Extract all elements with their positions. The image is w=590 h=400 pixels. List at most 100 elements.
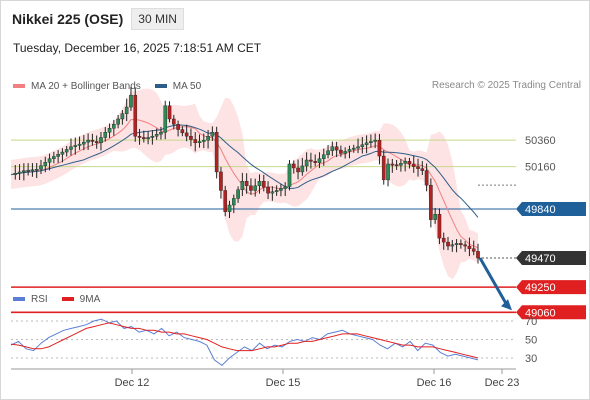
- candle-body: [454, 243, 459, 245]
- ma20-line: [10, 118, 479, 249]
- candle-body: [317, 158, 322, 163]
- candle-body: [34, 169, 39, 171]
- candle-body: [309, 159, 313, 162]
- candle-body: [129, 94, 133, 108]
- legend-item-9ma: 9MA: [61, 293, 101, 305]
- x-tick-label-1: Dec 15: [266, 377, 301, 389]
- candle-body: [394, 164, 399, 167]
- candle-body: [399, 163, 403, 166]
- bollinger-band: [11, 88, 478, 280]
- candle-body: [146, 137, 150, 140]
- candle-body: [364, 142, 369, 145]
- level-label-50360: 50360: [525, 135, 556, 147]
- candle-body: [236, 189, 240, 199]
- candle-body: [116, 118, 120, 125]
- research-credit: Research © 2025 Trading Central: [431, 80, 581, 91]
- candle-body: [107, 128, 112, 133]
- candle-body: [304, 159, 309, 167]
- legend-label-ma20: MA 20 + Bollinger Bands: [31, 80, 141, 92]
- candle-body: [56, 154, 60, 157]
- candle-body: [159, 132, 163, 135]
- candle-body: [94, 141, 99, 143]
- ma50-line: [10, 124, 479, 218]
- candle-body: [471, 248, 476, 252]
- candle-body: [137, 135, 142, 138]
- candle-body: [279, 188, 283, 191]
- candle-body: [103, 132, 108, 138]
- candle-body: [270, 191, 275, 194]
- datetime-label: Tuesday, December 16, 2025 7:18:51 AM CE…: [13, 41, 262, 55]
- candle-body: [343, 151, 347, 154]
- candle-body: [441, 237, 446, 243]
- candle-body: [407, 161, 412, 165]
- candle-body: [30, 169, 35, 172]
- legend-label-rsi: RSI: [31, 293, 48, 305]
- legend-label-9ma: 9MA: [79, 293, 101, 305]
- level-tag-49840: [516, 202, 586, 216]
- level-label-49470: 49470: [525, 253, 556, 265]
- level-label-50160: 50160: [525, 162, 556, 174]
- legend-swatch-9ma: [61, 297, 74, 301]
- legend-swatch-ma20: [13, 84, 25, 88]
- candle-body: [386, 163, 390, 181]
- candle-body: [351, 147, 356, 150]
- candle-body: [167, 105, 172, 120]
- candle-body: [450, 244, 455, 247]
- legend-label-ma50: MA 50: [172, 80, 202, 92]
- candle-body: [223, 190, 228, 212]
- candle-body: [459, 243, 463, 245]
- candle-body: [339, 149, 343, 154]
- rsi-series-rsi: [10, 318, 479, 367]
- candle-body: [446, 241, 450, 247]
- candle-body: [244, 180, 249, 187]
- candle-body: [206, 135, 210, 141]
- candle-body: [52, 156, 56, 159]
- level-tag-49250: [516, 280, 586, 295]
- instrument-title: Nikkei 225 (OSE): [12, 11, 124, 27]
- legend-item-ma20: MA 20 + Bollinger Bands: [13, 81, 141, 92]
- candle-body: [60, 151, 65, 155]
- candle-body: [437, 214, 442, 239]
- candle-body: [82, 141, 86, 145]
- candle-body: [13, 173, 18, 175]
- candle-body: [347, 149, 352, 152]
- candle-body: [69, 146, 73, 150]
- candle-body: [373, 139, 377, 142]
- candle-body: [77, 143, 82, 146]
- candle-body: [214, 132, 219, 173]
- level-label-49060: 49060: [525, 307, 556, 319]
- price-legend: MA 20 + Bollinger Bands MA 50: [13, 80, 215, 92]
- candle-body: [356, 146, 360, 149]
- candle-body: [416, 166, 420, 169]
- legend-swatch-rsi: [13, 297, 25, 301]
- candle-body: [142, 137, 146, 140]
- level-label-49840: 49840: [525, 204, 556, 216]
- candle-body: [219, 171, 223, 191]
- rsi-legend: RSI 9MA: [13, 293, 114, 305]
- candle-body: [22, 170, 26, 173]
- candle-body: [154, 133, 159, 137]
- timeframe-badge[interactable]: 30 MIN: [131, 8, 184, 30]
- level-tag-49470: [516, 250, 586, 265]
- candle-body: [176, 124, 180, 130]
- candle-body: [300, 165, 305, 173]
- candle-body: [189, 135, 193, 140]
- candles-group: [13, 87, 480, 264]
- candle-body: [231, 198, 236, 206]
- candle-body: [172, 118, 176, 125]
- candle-body: [210, 132, 215, 137]
- rsi-series-9ma: [10, 322, 479, 359]
- candle-body: [17, 171, 22, 174]
- legend-item-ma50: MA 50: [154, 80, 202, 92]
- chart-header: Nikkei 225 (OSE) 30 MIN: [12, 8, 184, 30]
- candle-body: [403, 161, 407, 164]
- candle-body: [411, 163, 416, 167]
- candle-body: [467, 245, 472, 249]
- legend-item-rsi: RSI: [13, 294, 48, 305]
- candle-body: [377, 139, 382, 157]
- level-label-49250: 49250: [525, 282, 556, 294]
- candle-body: [326, 150, 330, 155]
- candle-body: [429, 184, 433, 220]
- candle-body: [321, 154, 326, 159]
